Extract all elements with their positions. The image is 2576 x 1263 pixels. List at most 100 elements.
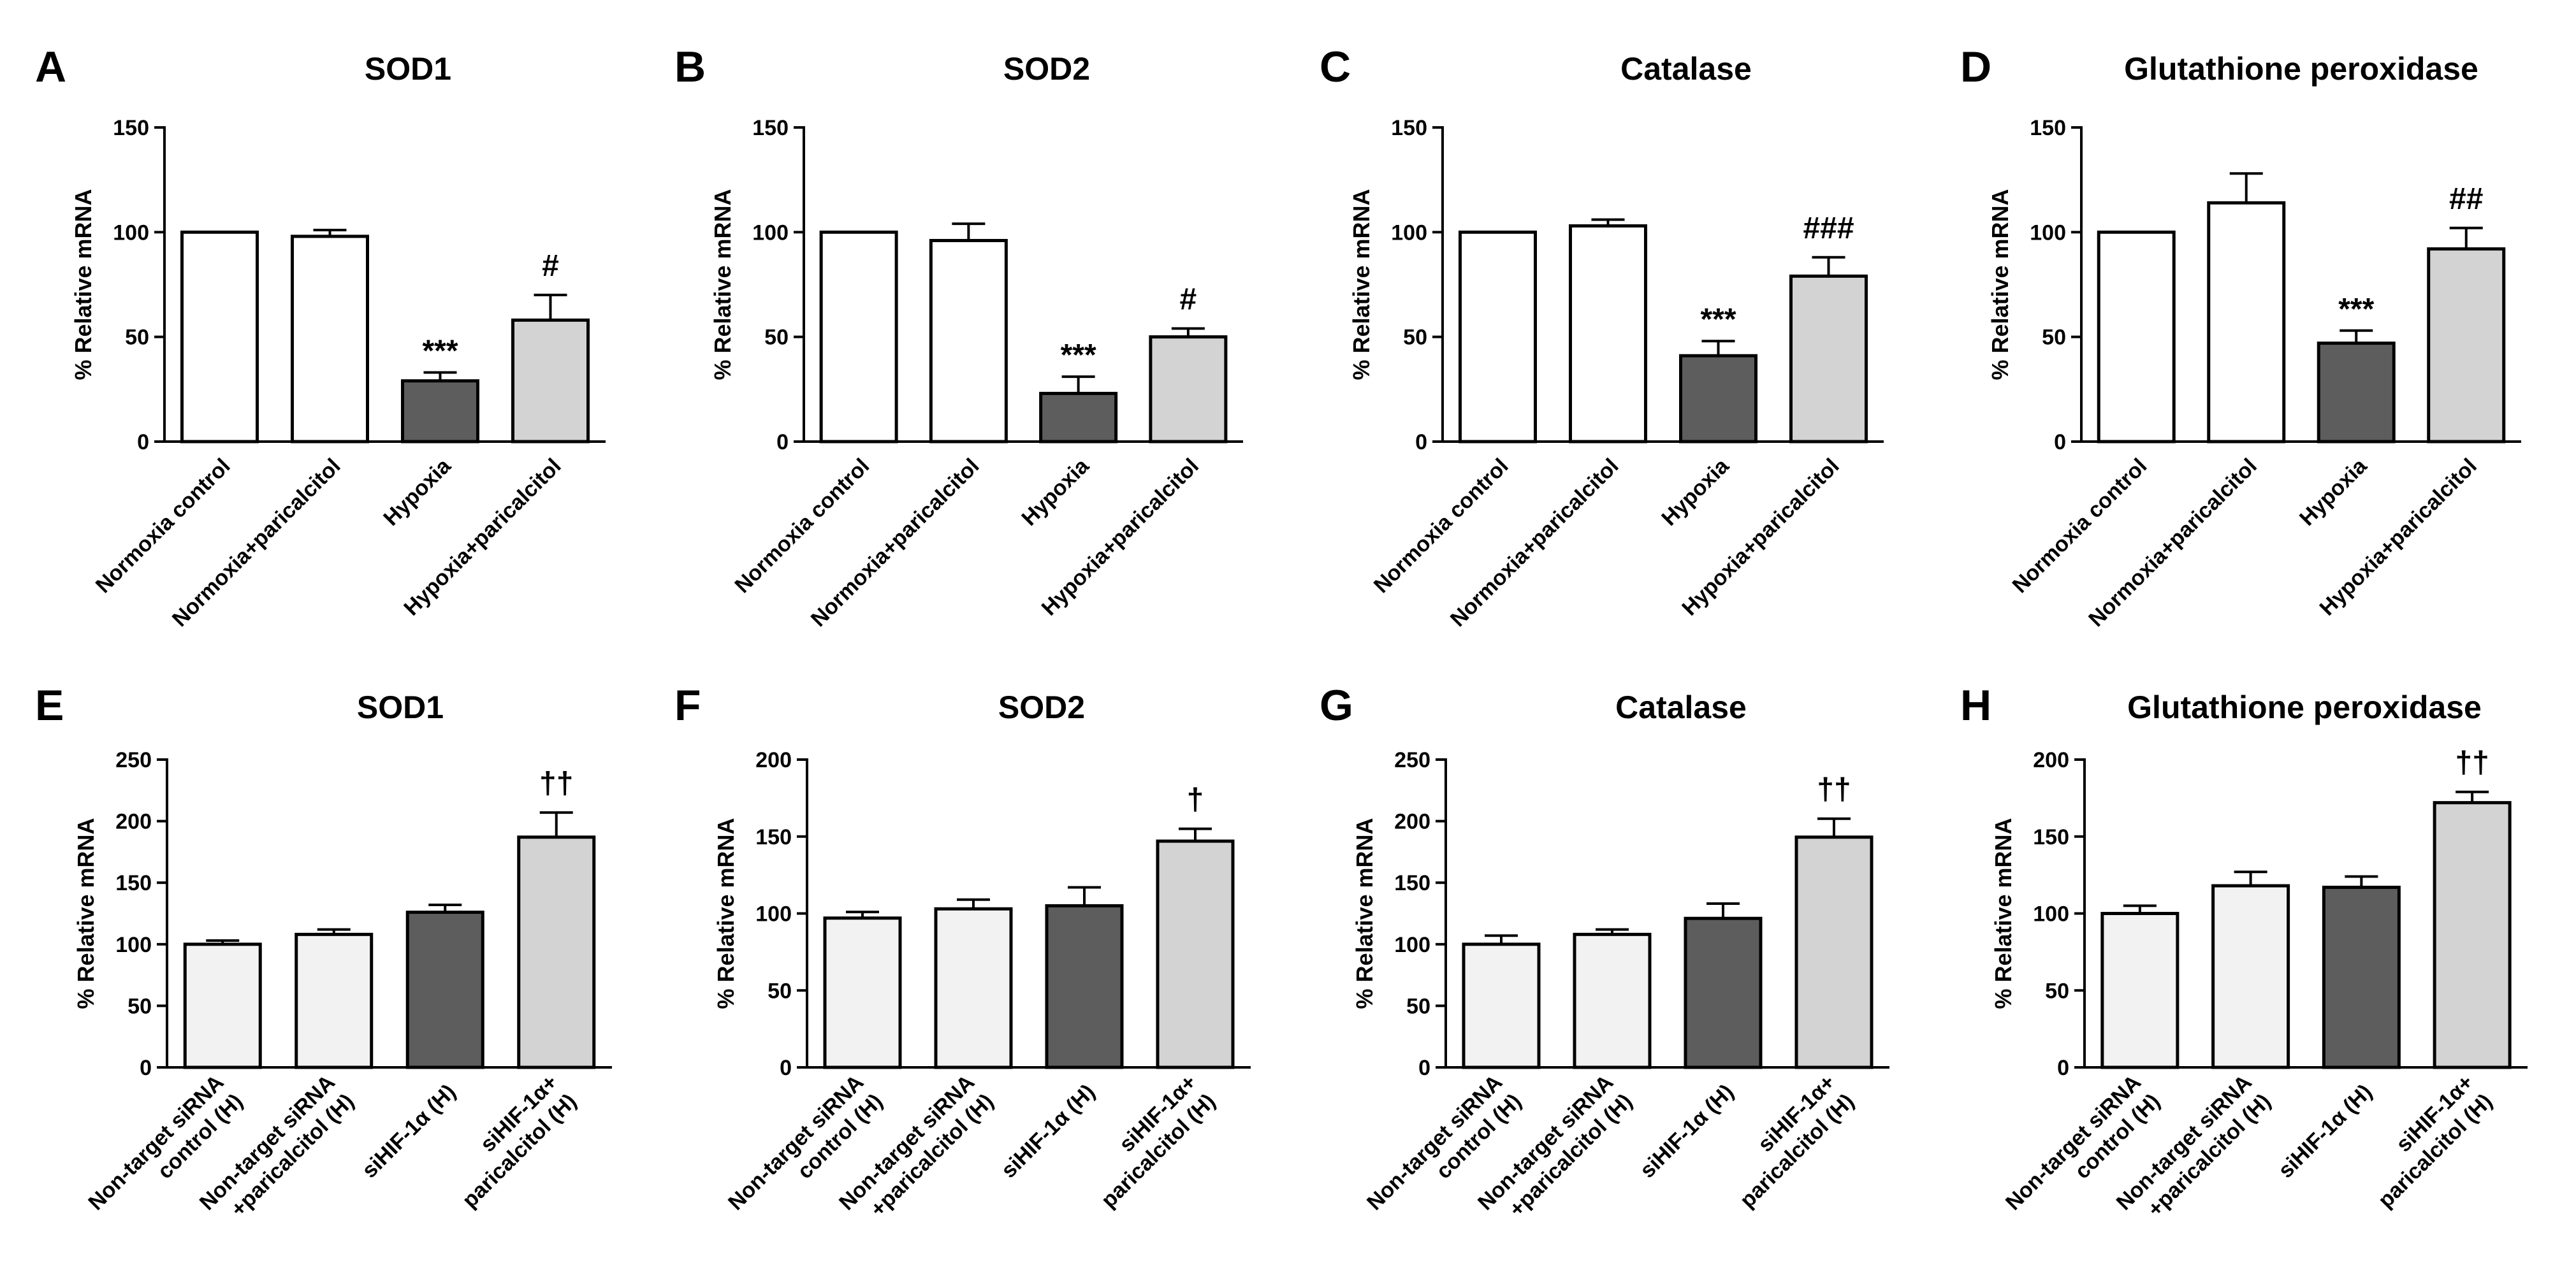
x-tick-label-line: siHIF-1α (H): [996, 1079, 1100, 1183]
bar: [1684, 916, 1763, 1069]
panel-letter: C: [1320, 43, 1351, 91]
y-axis-label: % Relative mRNA: [73, 818, 99, 1009]
y-tick-label: 0: [776, 430, 789, 454]
significance-label: ###: [1803, 212, 1854, 245]
y-tick-label: 150: [1394, 871, 1430, 895]
significance-label: #: [1180, 283, 1197, 317]
bar: [405, 911, 484, 1069]
panel-letter: F: [674, 681, 701, 730]
bar: [1462, 942, 1541, 1069]
x-tick-label: Hypoxia: [379, 454, 456, 531]
bar: [1794, 835, 1874, 1069]
x-tick-label: siHIF-1α (H): [996, 1079, 1100, 1183]
bar: [1149, 335, 1228, 444]
y-tick-label: 200: [1394, 810, 1430, 834]
y-tick-label: 200: [115, 810, 152, 834]
x-tick-label: siHIF-1α (H): [358, 1079, 461, 1183]
bar: [2100, 912, 2179, 1069]
x-tick-label: Hypoxia: [2295, 454, 2372, 531]
bar: [2317, 342, 2396, 444]
chart-title: SOD2: [1003, 51, 1090, 87]
chart-title: Catalase: [1620, 51, 1752, 87]
y-tick-label: 100: [115, 933, 152, 957]
x-tick-label-line: siHIF-1α (H): [358, 1079, 461, 1183]
y-tick-label: 150: [2030, 116, 2066, 140]
panel-g: G Catalase % Relative mRNA 0 50 100 150 200 250 N…: [1320, 681, 1889, 1234]
bar: [291, 235, 369, 444]
y-tick-label: 150: [755, 825, 792, 849]
x-tick-label-line: Hypoxia: [379, 454, 456, 531]
bar: [2211, 884, 2290, 1069]
panel-letter: B: [674, 43, 706, 91]
bar: [2097, 230, 2176, 444]
significance-label: †: [1187, 783, 1204, 817]
x-tick-label: siHIF-1α+paricalcitol (H): [1077, 1070, 1220, 1213]
bar: [511, 318, 590, 444]
bar: [517, 835, 596, 1069]
y-tick-label: 50: [764, 326, 789, 350]
y-axis-label: % Relative mRNA: [1348, 189, 1374, 380]
y-axis-label: % Relative mRNA: [70, 189, 96, 380]
y-axis-label: % Relative mRNA: [713, 818, 739, 1009]
y-tick-label: 50: [1403, 326, 1427, 350]
significance-label: ***: [422, 335, 458, 368]
x-tick-label: siHIF-1α (H): [2274, 1079, 2377, 1183]
bar: [1156, 839, 1235, 1069]
bar: [401, 379, 479, 444]
x-tick-label: Non-target siRNAcontrol (H): [2001, 1070, 2165, 1234]
y-tick-label: 200: [755, 748, 792, 772]
significance-label: ***: [1061, 338, 1096, 372]
bar: [1039, 391, 1118, 444]
panel-letter: E: [35, 681, 64, 730]
x-tick-label: siHIF-1α (H): [1635, 1079, 1738, 1183]
bar: [1573, 932, 1652, 1069]
y-tick-label: 0: [2057, 1056, 2069, 1080]
panel-letter: D: [1960, 43, 1991, 91]
chart-title: SOD2: [998, 689, 1085, 725]
y-tick-label: 50: [1406, 994, 1430, 1018]
x-tick-label: Non-target siRNAcontrol (H): [724, 1070, 887, 1234]
y-axis-label: % Relative mRNA: [709, 189, 736, 380]
x-tick-label: Hypoxia: [1657, 454, 1734, 531]
bar: [295, 932, 374, 1069]
panel-letter: H: [1960, 681, 1991, 730]
y-tick-label: 100: [2030, 220, 2066, 245]
significance-label: ##: [2449, 182, 2483, 216]
bar: [819, 230, 898, 444]
bar: [2433, 801, 2512, 1069]
y-tick-label: 250: [1394, 748, 1430, 772]
y-axis-label: % Relative mRNA: [1351, 818, 1378, 1009]
bar: [1045, 904, 1124, 1069]
significance-label: ††: [2455, 746, 2489, 780]
y-tick-label: 0: [140, 1056, 152, 1080]
y-tick-label: 100: [1391, 220, 1427, 245]
chart-title: Glutathione peroxidase: [2124, 51, 2478, 87]
y-tick-label: 50: [125, 326, 149, 350]
y-tick-label: 50: [2042, 326, 2066, 350]
bar: [180, 230, 259, 444]
significance-label: ***: [1700, 303, 1736, 336]
y-tick-label: 250: [115, 748, 152, 772]
y-tick-label: 0: [1415, 430, 1427, 454]
panel-d: D Glutathione peroxidase % Relative mRNA 0 5…: [1960, 43, 2521, 632]
y-tick-label: 150: [752, 116, 789, 140]
panel-h: H Glutathione peroxidase % Relative mRNA 0 5…: [1960, 681, 2528, 1234]
chart-title: Glutathione peroxidase: [2127, 689, 2482, 725]
significance-label: #: [542, 249, 559, 283]
x-tick-label: Non-target siRNAcontrol (H): [1362, 1070, 1526, 1234]
chart-title: SOD1: [365, 51, 451, 87]
x-tick-label: siHIF-1α+paricalcitol (H): [439, 1070, 581, 1213]
significance-label: ††: [539, 767, 573, 800]
y-tick-label: 150: [1391, 116, 1427, 140]
bar: [2207, 201, 2286, 444]
bar: [2427, 247, 2506, 444]
y-tick-label: 50: [768, 979, 792, 1003]
chart-title: SOD1: [357, 689, 444, 725]
x-tick-label: Non-target siRNAcontrol (H): [84, 1070, 247, 1234]
x-tick-label: Hypoxia: [1017, 454, 1094, 531]
y-tick-label: 0: [2054, 430, 2066, 454]
x-tick-label-line: siHIF-1α (H): [2274, 1079, 2377, 1183]
y-tick-label: 150: [2033, 825, 2069, 849]
